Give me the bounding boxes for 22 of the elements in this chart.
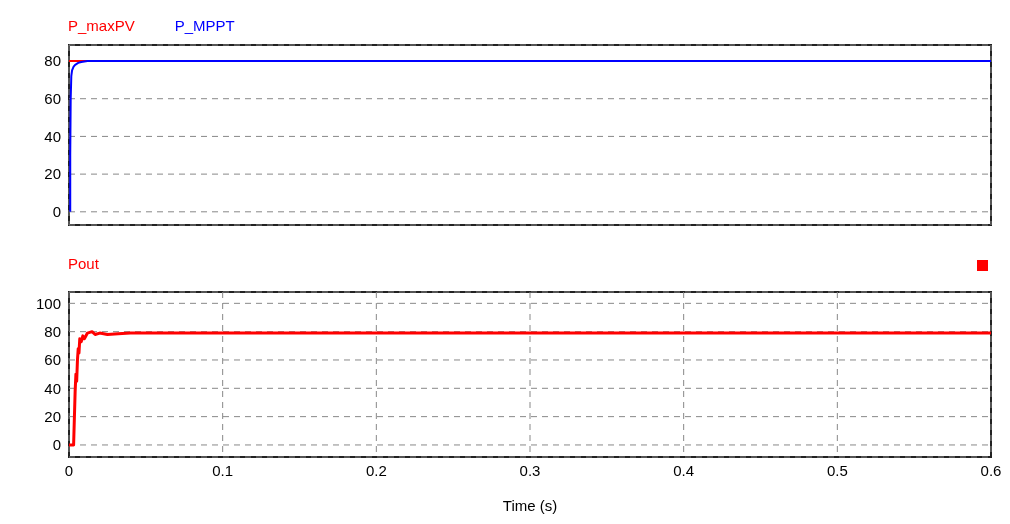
y-tick-label: 0 bbox=[52, 436, 61, 454]
series-label: P_MPPT bbox=[174, 16, 235, 36]
x-tick-label: 0.4 bbox=[673, 461, 695, 479]
y-tick-label: 20 bbox=[44, 407, 61, 425]
y-tick-label: 60 bbox=[44, 90, 61, 108]
y-tick-label: 100 bbox=[35, 294, 61, 312]
x-tick-label: 0.2 bbox=[365, 461, 387, 479]
x-tick-label: 0.5 bbox=[826, 461, 848, 479]
y-tick-label: 80 bbox=[44, 322, 61, 340]
y-tick-label: 0 bbox=[52, 203, 61, 221]
y-tick-label: 60 bbox=[44, 351, 61, 369]
x-tick-label: 0.1 bbox=[212, 461, 234, 479]
series-label: P_maxPV bbox=[68, 16, 135, 36]
y-tick-label: 40 bbox=[44, 379, 61, 397]
x-tick-label: 0 bbox=[64, 461, 74, 479]
y-tick-label: 40 bbox=[44, 127, 61, 145]
x-axis-title: Time (s) bbox=[502, 497, 558, 514]
text: Pout bbox=[68, 254, 99, 274]
y-tick-label: 80 bbox=[44, 52, 61, 70]
x-tick-label: 0.6 bbox=[980, 461, 1002, 479]
y-tick-label: 20 bbox=[44, 165, 61, 183]
x-tick-label: 0.3 bbox=[519, 461, 541, 479]
